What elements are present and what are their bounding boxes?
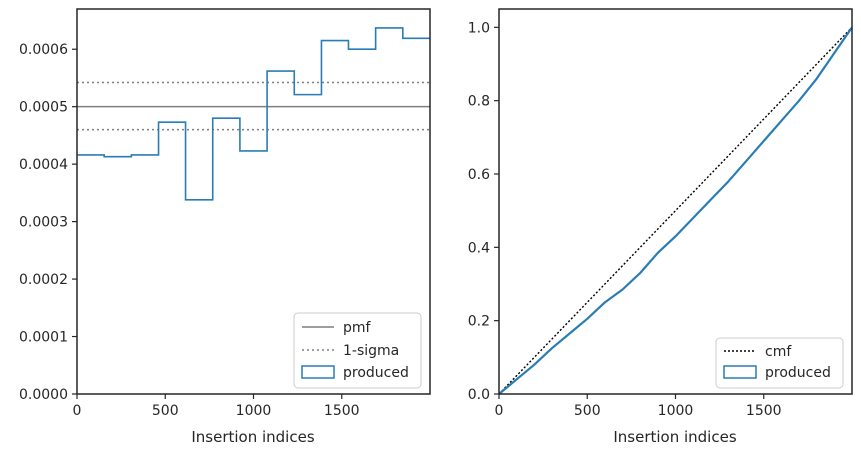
y-tick-label: 0.2: [468, 314, 490, 330]
x-tick-label: 1000: [236, 403, 272, 419]
legend-cdf-produced-label: produced: [765, 365, 831, 381]
y-tick-label: 0.0003: [19, 215, 68, 231]
y-tick-label: 1.0: [468, 20, 490, 36]
cdf-axes-frame: [498, 8, 853, 395]
cdf-panel: 0 500 1000 1500 0.0 0.2 0.4 0.6 0.8 1.0 Insertio…: [468, 8, 853, 446]
histogram-plot-area: [77, 27, 430, 201]
y-tick-label: 0.0006: [19, 42, 68, 58]
cdf-plot-area: [498, 26, 853, 395]
histogram-panel: 0 500 1000 1500 0.00000.00010.00020.00030.0…: [19, 8, 431, 446]
legend-produced-label: produced: [343, 365, 409, 381]
legend-produced-patch-icon: [301, 365, 335, 379]
legend-pmf-label: pmf: [343, 320, 372, 336]
x-tick-label: 1000: [658, 403, 694, 419]
x-tick-label: 1500: [324, 403, 360, 419]
y-tick-label: 0.0002: [19, 272, 68, 288]
x-tick-label: 1500: [746, 403, 782, 419]
cdf-legend-box: [715, 337, 844, 389]
cdf-x-axis-label: Insertion indices: [613, 428, 736, 446]
produced-cumulative-line: [498, 26, 853, 395]
histogram-x-ticks: 0 500 1000 1500: [73, 394, 360, 419]
x-tick-label: 500: [152, 403, 179, 419]
x-tick-label: 0: [495, 403, 504, 419]
cdf-y-ticks: 0.0 0.2 0.4 0.6 0.8 1.0: [468, 20, 499, 403]
x-tick-label: 0: [73, 403, 82, 419]
histogram-y-ticks: 0.0000 0.0001 0.0002 0.0003 0.0004 0.0005 0.00…: [19, 42, 77, 403]
x-tick-label: 500: [574, 403, 601, 419]
cmf-line: [498, 26, 853, 395]
legend-cmf-label: cmf: [765, 344, 792, 360]
legend-sigma-label: 1-sigma: [343, 343, 399, 359]
y-tick-label: 0.0: [468, 387, 490, 403]
y-tick-label: 0.0005: [19, 100, 68, 116]
cdf-x-ticks: 0 500 1000 1500: [495, 394, 782, 419]
y-tick-label: 0.0004: [19, 157, 68, 173]
y-tick-label: 0.4: [468, 240, 490, 256]
histogram-x-axis-label: Insertion indices: [191, 428, 314, 446]
y-tick-label: 0.8: [468, 94, 490, 110]
legend-cdf-produced-patch-icon: [723, 365, 757, 379]
y-tick-label: 0.0000: [19, 387, 68, 403]
cdf-legend: cmf produced: [715, 337, 844, 389]
produced-step-histogram: [77, 27, 430, 201]
histogram-legend-box: [293, 312, 422, 389]
y-tick-label: 0.0001: [19, 330, 68, 346]
y-tick-label: 0.6: [468, 167, 490, 183]
histogram-legend: pmf 1-sigma produced: [293, 312, 422, 389]
